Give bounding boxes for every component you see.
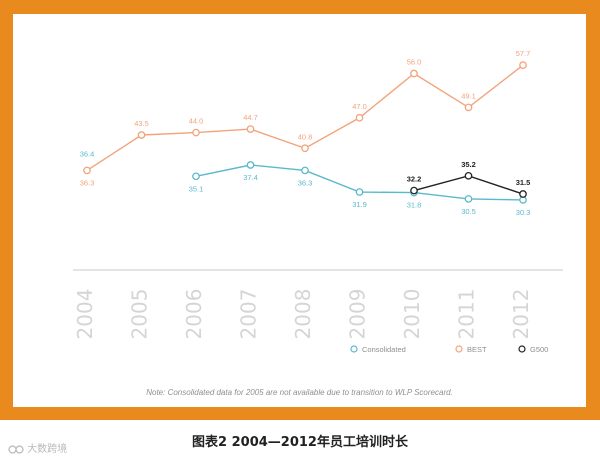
data-point-best — [83, 166, 91, 175]
data-label-consolidated: 37.4 — [243, 173, 258, 182]
x-tick-label: 2006 — [182, 289, 206, 340]
x-tick-label: 2009 — [346, 289, 370, 340]
data-point-consolidated — [355, 188, 364, 196]
data-label-consolidated: 30.3 — [516, 208, 531, 217]
data-label-best: 56.0 — [407, 58, 422, 67]
legend-label-g500: G500 — [530, 345, 548, 354]
data-point-best — [301, 144, 309, 153]
data-label-best: 57.7 — [516, 49, 531, 58]
x-tick-label: 2004 — [73, 289, 97, 340]
x-tick-label: 2007 — [237, 289, 261, 340]
data-point-best — [137, 131, 146, 139]
data-label-best: 43.5 — [134, 119, 149, 128]
data-label-g500: 31.5 — [516, 178, 531, 187]
data-label-g500: 32.2 — [407, 175, 422, 184]
watermark: 大数跨境 — [8, 440, 67, 455]
data-point-consolidated — [246, 161, 255, 169]
data-point-consolidated — [464, 195, 473, 203]
data-point-best — [519, 61, 527, 70]
data-point-g500 — [464, 171, 473, 180]
legend-marker-g500 — [518, 345, 526, 353]
legend-label-consolidated: Consolidated — [362, 345, 406, 354]
data-point-best — [410, 69, 418, 78]
chart-note: Note: Consolidated data for 2005 are not… — [146, 388, 453, 397]
x-tick-label: 2005 — [128, 289, 152, 340]
x-tick-label: 2012 — [509, 289, 533, 340]
data-label-best: 36.3 — [80, 178, 95, 187]
x-tick-label: 2010 — [400, 289, 424, 340]
data-point-best — [464, 103, 473, 112]
data-point-best — [246, 125, 255, 133]
data-point-consolidated — [301, 166, 309, 175]
data-label-consolidated: 35.1 — [189, 184, 204, 193]
data-label-best: 44.0 — [189, 117, 204, 126]
data-label-consolidated: 30.5 — [461, 207, 476, 216]
line-chart: 2004 2005 2006 2007 2008 2009 2010 2011 2012 35.1… — [73, 49, 563, 354]
figure-caption: 图表2 2004—2012年员工培训时长 — [192, 435, 408, 450]
data-label-extra: 36.4 — [80, 149, 95, 158]
legend-marker-best — [455, 345, 463, 353]
legend-marker-consolidated — [350, 345, 358, 353]
series-line-best — [86, 64, 524, 172]
x-tick-label: 2008 — [291, 289, 315, 340]
data-point-best — [355, 113, 364, 122]
data-label-best: 49.1 — [461, 91, 476, 100]
chart-frame: 2004 2005 2006 2007 2008 2009 2010 2011 2012 35.1… — [0, 0, 600, 420]
data-point-consolidated — [192, 172, 200, 181]
data-point-g500 — [410, 186, 418, 195]
data-label-best: 44.7 — [243, 113, 258, 122]
data-point-best — [192, 128, 200, 137]
x-tick-label: 2011 — [455, 289, 479, 340]
watermark-text: 大数跨境 — [27, 444, 68, 455]
chart-panel: 2004 2005 2006 2007 2008 2009 2010 2011 2012 35.1… — [13, 14, 586, 407]
data-label-best: 40.8 — [298, 132, 313, 141]
data-label-g500: 35.2 — [461, 160, 476, 169]
legend-label-best: BEST — [467, 345, 487, 354]
data-label-best: 47.0 — [352, 102, 367, 111]
data-label-consolidated: 36.3 — [298, 178, 313, 187]
data-label-consolidated: 31.9 — [352, 200, 367, 209]
watermark-logo-icon — [8, 444, 24, 454]
data-label-consolidated: 31.8 — [407, 201, 422, 210]
data-point-g500 — [519, 190, 527, 198]
